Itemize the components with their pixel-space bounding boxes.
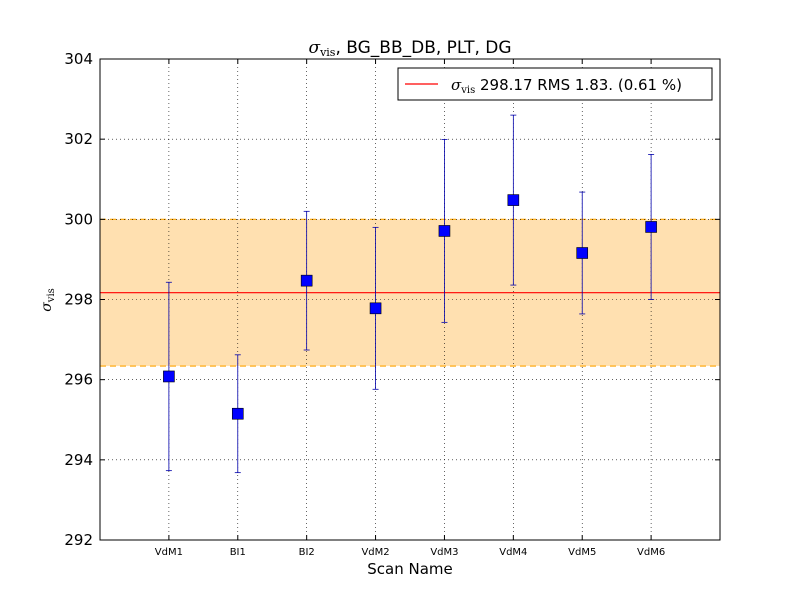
x-tick-label: VdM5 <box>568 547 596 558</box>
x-tick-label: VdM6 <box>637 547 665 558</box>
data-point-marker <box>645 221 657 233</box>
title-subscript: vis <box>319 46 336 59</box>
data-point-marker <box>369 302 382 315</box>
axis-ticks: VdM1 BI1 BI2 VdM2 VdM3 VdM4 VdM5 VdM6 292 294 296 2… <box>64 50 720 558</box>
y-label-symbol: σ <box>39 302 55 312</box>
y-tick-label: 294 <box>64 451 93 469</box>
x-tick-label: VdM1 <box>155 547 183 558</box>
data-point-marker <box>576 247 589 259</box>
legend-text: 298.17 RMS 1.83. (0.61 %) <box>475 76 682 94</box>
data-point-marker <box>507 194 520 206</box>
legend-box <box>397 67 713 101</box>
y-tick-label: 304 <box>64 50 93 68</box>
y-tick-label: 296 <box>64 371 93 389</box>
y-axis-label: σvis <box>39 288 57 312</box>
y-tick-label: 302 <box>64 130 93 148</box>
y-tick-label: 300 <box>64 210 93 228</box>
y-label-subscript: vis <box>46 288 57 303</box>
legend-symbol: σ <box>451 76 462 94</box>
x-tick-label: VdM3 <box>430 547 458 558</box>
legend-subscript: vis <box>460 85 475 96</box>
title-rest: , BG_BB_DB, PLT, DG <box>335 38 511 58</box>
x-tick-label: VdM4 <box>499 547 527 558</box>
data-point-marker <box>300 274 313 287</box>
legend-entry: σvis 298.17 RMS 1.83. (0.61 %) <box>451 76 682 96</box>
data-points <box>163 114 657 474</box>
data-point-marker <box>163 370 175 383</box>
x-tick-label: VdM2 <box>361 547 389 558</box>
y-tick-label: 298 <box>64 291 93 309</box>
data-point-marker <box>438 225 451 237</box>
x-tick-label: BI1 <box>230 547 246 558</box>
x-axis-label: Scan Name <box>367 560 453 578</box>
data-point-marker <box>231 407 244 420</box>
legend: σvis 298.17 RMS 1.83. (0.61 %) <box>397 67 713 101</box>
chart-title: σvis, BG_BB_DB, PLT, DG <box>308 38 511 59</box>
title-symbol: σ <box>308 38 320 58</box>
y-tick-label: 292 <box>64 531 93 549</box>
x-tick-label: BI2 <box>299 547 315 558</box>
